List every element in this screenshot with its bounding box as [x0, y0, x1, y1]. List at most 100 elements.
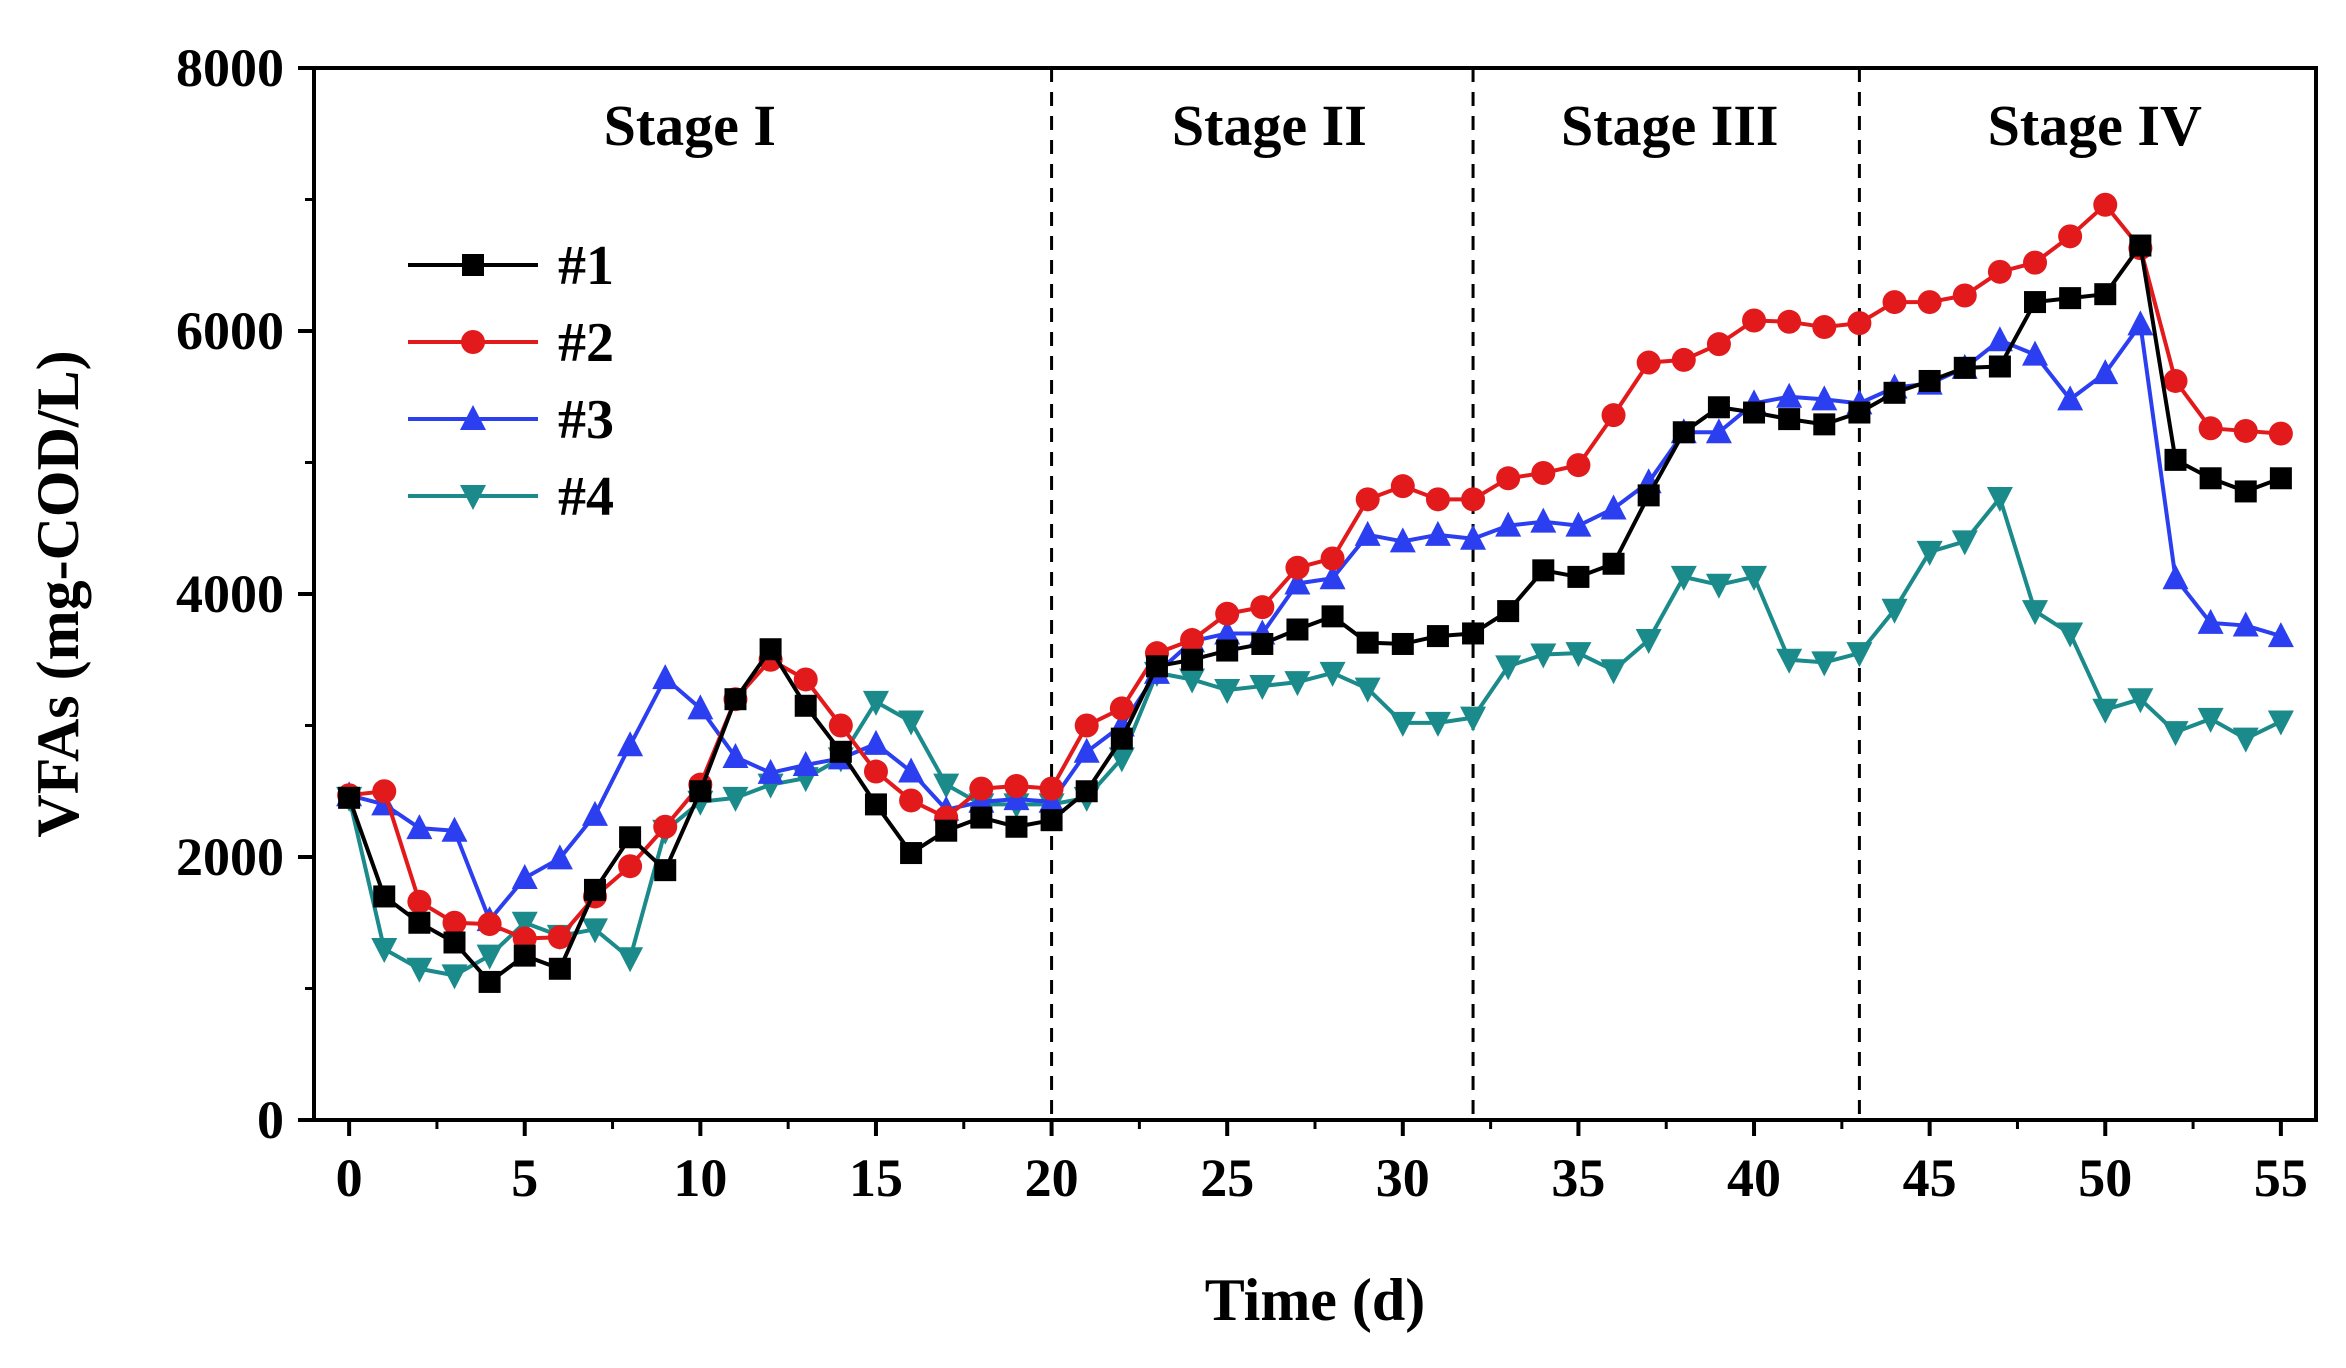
series-layer — [336, 192, 2294, 993]
legend-label: #1 — [558, 235, 614, 297]
stage-label-stage-ii: Stage II — [1172, 93, 1367, 158]
x-tick-label-55: 55 — [2254, 1148, 2308, 1208]
data-point-4-3 — [441, 964, 468, 990]
data-point-4-8 — [617, 947, 644, 973]
x-tick-label-35: 35 — [1551, 1148, 1605, 1208]
data-point-1-22 — [1110, 727, 1133, 750]
data-point-2-25 — [1215, 601, 1240, 626]
data-point-4-47 — [1986, 487, 2013, 513]
data-point-1-17 — [935, 819, 958, 842]
data-point-4-4 — [476, 944, 503, 970]
data-point-1-1 — [373, 885, 396, 908]
data-point-2-15 — [863, 759, 888, 784]
data-point-2-41 — [1777, 309, 1802, 334]
data-point-2-31 — [1425, 487, 1450, 512]
data-point-1-8 — [619, 826, 642, 849]
data-point-4-42 — [1811, 651, 1838, 677]
data-point-2-42 — [1812, 315, 1837, 340]
legend-marker — [460, 405, 486, 430]
series-1 — [338, 234, 2292, 993]
data-point-3-51 — [2127, 310, 2154, 336]
data-point-4-17 — [933, 773, 960, 799]
data-point-2-13 — [793, 667, 818, 692]
data-point-1-40 — [1743, 401, 1766, 424]
data-point-1-13 — [794, 694, 817, 717]
data-point-2-48 — [2023, 250, 2048, 275]
y-tick-label-8000: 8000 — [176, 38, 284, 98]
data-point-2-8 — [618, 854, 643, 879]
data-point-3-25 — [1214, 619, 1241, 645]
data-point-3-3 — [441, 816, 468, 842]
x-tick-label-50: 50 — [2078, 1148, 2132, 1208]
data-point-1-25 — [1216, 639, 1239, 662]
data-point-3-54 — [2232, 611, 2259, 637]
data-point-3-48 — [2022, 340, 2049, 366]
data-point-3-7 — [581, 800, 608, 826]
data-point-1-55 — [2269, 467, 2292, 490]
data-point-2-26 — [1250, 595, 1275, 620]
data-point-1-31 — [1426, 625, 1449, 648]
data-point-4-29 — [1354, 677, 1381, 703]
data-point-2-20 — [1039, 776, 1064, 801]
data-point-1-50 — [2094, 283, 2117, 306]
data-point-4-49 — [2057, 622, 2084, 648]
data-point-4-35 — [1565, 642, 1592, 668]
data-point-3-29 — [1354, 520, 1381, 546]
stage-label-stage-iii: Stage III — [1561, 93, 1779, 158]
data-point-4-7 — [581, 918, 608, 944]
data-point-1-35 — [1567, 565, 1590, 588]
data-point-2-38 — [1671, 347, 1696, 372]
data-point-4-37 — [1635, 629, 1662, 655]
data-point-4-44 — [1881, 598, 1908, 624]
data-point-1-20 — [1040, 809, 1063, 832]
legend-entry-4: #4 — [408, 466, 614, 528]
legend-label: #4 — [558, 466, 614, 528]
data-point-3-16 — [898, 757, 925, 783]
data-point-1-0 — [338, 786, 361, 809]
x-axis-title: Time (d) — [1205, 1267, 1426, 1333]
data-point-4-33 — [1495, 655, 1522, 681]
data-point-1-9 — [654, 859, 677, 882]
data-point-2-44 — [1882, 290, 1907, 315]
data-point-4-31 — [1424, 711, 1451, 737]
data-point-1-18 — [970, 806, 993, 829]
data-point-2-50 — [2093, 192, 2118, 217]
data-point-1-16 — [900, 842, 923, 865]
data-point-4-40 — [1741, 565, 1768, 591]
data-point-2-4 — [477, 912, 502, 937]
data-point-4-32 — [1460, 706, 1487, 732]
data-point-3-35 — [1565, 511, 1592, 537]
data-point-1-37 — [1637, 484, 1660, 507]
data-point-3-12 — [757, 758, 784, 784]
data-point-1-28 — [1321, 605, 1344, 628]
data-point-1-47 — [1988, 355, 2011, 378]
data-point-1-32 — [1462, 622, 1485, 645]
stage-labels: Stage I Stage II Stage III Stage IV — [604, 93, 2202, 158]
data-point-3-15 — [862, 729, 889, 755]
data-point-2-43 — [1847, 311, 1872, 336]
data-point-2-49 — [2058, 224, 2083, 249]
data-point-1-12 — [759, 638, 782, 661]
data-point-2-40 — [1742, 308, 1767, 333]
data-point-1-41 — [1778, 408, 1801, 431]
data-point-1-27 — [1286, 618, 1309, 641]
data-point-3-41 — [1776, 382, 1803, 408]
y-tick-label-2000: 2000 — [176, 827, 284, 887]
y-tick-label-0: 0 — [257, 1090, 284, 1150]
data-point-1-3 — [443, 931, 466, 954]
data-point-2-14 — [828, 713, 853, 738]
data-point-3-13 — [792, 750, 819, 776]
data-point-3-52 — [2162, 564, 2189, 590]
x-tick-label-5: 5 — [511, 1148, 538, 1208]
data-point-2-3 — [442, 910, 467, 935]
data-point-4-28 — [1319, 661, 1346, 687]
data-point-4-26 — [1249, 675, 1276, 701]
data-point-1-6 — [548, 957, 571, 980]
data-point-2-9 — [653, 814, 678, 839]
data-point-1-38 — [1672, 421, 1695, 444]
data-point-2-54 — [2233, 418, 2258, 443]
data-point-1-44 — [1883, 381, 1906, 404]
data-point-4-46 — [1951, 530, 1978, 556]
data-point-4-24 — [1179, 668, 1206, 694]
